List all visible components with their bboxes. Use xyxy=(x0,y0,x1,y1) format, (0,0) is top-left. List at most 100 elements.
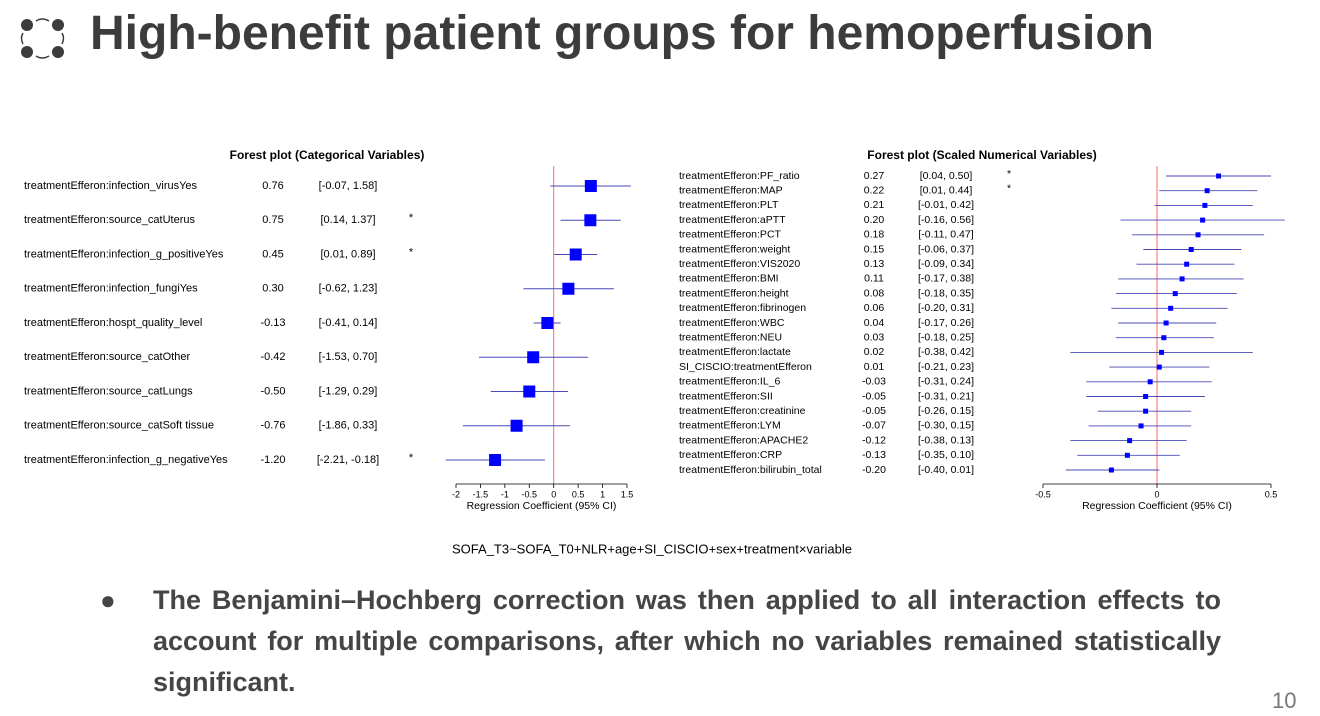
x-tick-label: 0 xyxy=(1154,489,1159,499)
estimate-label: -0.76 xyxy=(260,420,285,432)
ci-label: [0.14, 1.37] xyxy=(320,214,375,226)
estimate-square xyxy=(523,385,536,398)
ci-label: [0.04, 0.50] xyxy=(920,170,973,182)
estimate-label: 0.22 xyxy=(864,184,885,196)
logo-icon xyxy=(20,18,65,59)
estimate-label: -0.42 xyxy=(260,351,285,363)
estimate-square xyxy=(1159,349,1165,355)
ci-label: [-0.07, 1.58] xyxy=(319,180,378,192)
row-label: treatmentEfferon:APACHE2 xyxy=(679,434,808,446)
estimate-square xyxy=(1124,452,1130,458)
estimate-label: -0.12 xyxy=(862,434,886,446)
estimate-label: -0.05 xyxy=(862,405,886,417)
estimate-label: -0.07 xyxy=(862,420,886,432)
estimate-label: 0.75 xyxy=(262,214,283,226)
significance-mark: * xyxy=(409,452,414,464)
estimate-square xyxy=(489,454,502,466)
row-label: treatmentEfferon:lactate xyxy=(679,346,791,358)
row-label: treatmentEfferon:SII xyxy=(679,390,773,402)
x-axis-label: Regression Coefficient (95% CI) xyxy=(1082,500,1232,512)
estimate-label: 0.08 xyxy=(864,287,885,299)
estimate-label: 0.01 xyxy=(864,361,885,373)
estimate-label: 0.11 xyxy=(864,273,884,285)
ci-label: [-0.01, 0.42] xyxy=(918,199,974,211)
ci-label: [-2.21, -0.18] xyxy=(317,454,379,466)
row-label: treatmentEfferon:source_catSoft tissue xyxy=(24,420,214,432)
row-label: treatmentEfferon:height xyxy=(679,287,789,299)
row-label: treatmentEfferon:PLT xyxy=(679,199,779,211)
row-label: treatmentEfferon:creatinine xyxy=(679,405,806,417)
estimate-square xyxy=(1195,232,1201,238)
estimate-square xyxy=(1143,408,1149,414)
row-label: treatmentEfferon:VIS2020 xyxy=(679,258,800,270)
estimate-square xyxy=(1188,247,1194,252)
ci-label: [-0.11, 0.47] xyxy=(918,229,973,241)
ci-label: [-0.26, 0.15] xyxy=(918,405,974,417)
estimate-label: 0.04 xyxy=(864,317,885,329)
estimate-label: 0.15 xyxy=(864,243,885,255)
x-axis-label: Regression Coefficient (95% CI) xyxy=(467,500,617,512)
estimate-label: 0.06 xyxy=(864,302,885,314)
estimate-square xyxy=(584,214,597,227)
row-label: treatmentEfferon:aPTT xyxy=(679,214,786,226)
significance-mark: * xyxy=(409,212,414,224)
significance-mark: * xyxy=(409,246,414,258)
x-tick-label: -1.5 xyxy=(473,489,489,499)
ci-label: [-0.21, 0.23] xyxy=(918,361,974,373)
ci-label: [-0.16, 0.56] xyxy=(918,214,974,226)
row-label: SI_CISCIO:treatmentEfferon xyxy=(679,361,812,373)
estimate-label: 0.18 xyxy=(864,229,885,241)
estimate-square xyxy=(541,317,554,329)
row-label: treatmentEfferon:PCT xyxy=(679,229,782,241)
row-label: treatmentEfferon:infection_fungiYes xyxy=(24,283,198,295)
ci-label: [-0.38, 0.42] xyxy=(918,346,974,358)
ci-label: [-0.17, 0.38] xyxy=(918,273,974,285)
estimate-square xyxy=(527,351,540,364)
row-label: treatmentEfferon:fibrinogen xyxy=(679,302,806,314)
ci-label: [0.01, 0.89] xyxy=(320,248,375,260)
row-label: treatmentEfferon:BMI xyxy=(679,273,779,285)
bullet-text: The Benjamini–Hochberg correction was th… xyxy=(153,585,1221,697)
significance-mark: * xyxy=(1007,182,1011,194)
formula: SOFA_T3~SOFA_T0+NLR+age+SI_CISCIO+sex+tr… xyxy=(452,541,852,556)
row-label: treatmentEfferon:infection_virusYes xyxy=(24,180,198,192)
row-label: treatmentEfferon:weight xyxy=(679,243,790,255)
estimate-label: -1.20 xyxy=(260,454,285,466)
page-number: 10 xyxy=(1272,688,1297,713)
estimate-label: -0.50 xyxy=(260,385,285,397)
estimate-square xyxy=(1168,305,1174,311)
row-label: treatmentEfferon:infection_g_positiveYes xyxy=(24,248,224,260)
ci-label: [-1.86, 0.33] xyxy=(319,420,378,432)
ci-label: [-0.40, 0.01] xyxy=(918,464,974,476)
estimate-label: 0.21 xyxy=(864,199,885,211)
row-label: treatmentEfferon:CRP xyxy=(679,449,782,461)
estimate-label: 0.02 xyxy=(864,346,885,358)
estimate-square xyxy=(510,419,523,432)
ci-label: [-1.29, 0.29] xyxy=(319,385,378,397)
estimate-label: 0.76 xyxy=(262,180,283,192)
estimate-square xyxy=(1202,202,1208,208)
estimate-square xyxy=(1108,467,1114,473)
row-label: treatmentEfferon:bilirubin_total xyxy=(679,464,822,476)
ci-label: [-0.38, 0.13] xyxy=(918,434,974,446)
x-tick-label: 0.5 xyxy=(572,489,585,499)
x-tick-label: 0.5 xyxy=(1265,489,1278,499)
ci-label: [-0.18, 0.35] xyxy=(918,287,974,299)
estimate-square xyxy=(1147,379,1153,385)
ci-label: [-0.41, 0.14] xyxy=(319,317,378,329)
row-label: treatmentEfferon:infection_g_negativeYes xyxy=(24,454,228,466)
estimate-label: -0.13 xyxy=(260,317,285,329)
estimate-label: -0.05 xyxy=(862,390,886,402)
estimate-square xyxy=(1127,438,1133,444)
ci-label: [-0.31, 0.21] xyxy=(918,390,974,402)
ci-label: [-0.31, 0.24] xyxy=(918,376,974,388)
estimate-label: -0.13 xyxy=(862,449,886,461)
estimate-square xyxy=(1184,261,1190,267)
estimate-label: -0.20 xyxy=(862,464,886,476)
estimate-square xyxy=(1143,394,1149,399)
x-tick-label: -0.5 xyxy=(522,489,538,499)
estimate-square xyxy=(1179,276,1185,282)
ci-label: [-0.18, 0.25] xyxy=(918,331,974,343)
